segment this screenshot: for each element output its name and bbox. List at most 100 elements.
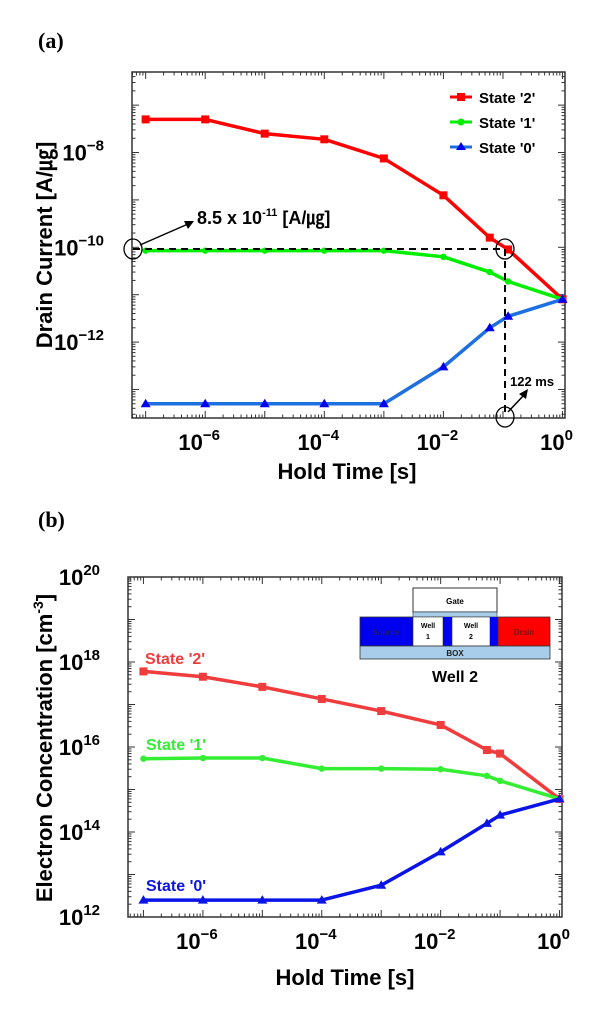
x-tick-base: 10	[178, 430, 202, 455]
legend-a: State '2' State '1' State '0'	[450, 90, 535, 157]
y-tick-label: 10−12	[54, 327, 104, 355]
data-point-circle	[140, 755, 147, 762]
data-point-triangle	[140, 398, 151, 408]
time-arrowhead-icon	[519, 389, 528, 399]
gate-block	[412, 587, 498, 613]
data-point-square	[485, 233, 494, 242]
y-tick-base: 10	[54, 235, 78, 260]
panel-label-a: (a)	[38, 28, 64, 53]
well-2-label: Well	[464, 623, 478, 630]
y-tick-base: 10	[59, 905, 83, 930]
square-marker-icon	[457, 93, 465, 101]
data-point-triangle	[316, 895, 327, 904]
data-point-circle	[440, 253, 447, 261]
x-tick-base: 10	[414, 929, 438, 954]
y-tick-exp: 16	[83, 732, 100, 749]
current-arrow	[139, 223, 189, 246]
data-point-square	[436, 720, 445, 729]
y-tick-label: 1016	[59, 732, 100, 760]
well-1-label: Well	[421, 623, 435, 630]
data-point-circle	[318, 765, 325, 772]
y-tick-label: 1012	[59, 902, 100, 930]
time-annotation: 122 ms	[510, 374, 554, 389]
y-axis-title-a: Drain Current [A/㎍]	[32, 142, 59, 349]
data-point-square	[320, 135, 329, 144]
series-state1	[140, 754, 563, 803]
body-separator	[490, 617, 498, 646]
source-block	[359, 616, 414, 647]
x-tick-exp: 0	[565, 427, 573, 444]
current-annotation-main: 8.5 x 10	[197, 208, 262, 228]
data-point-square	[377, 707, 386, 716]
current-annotation-unit: [A/㎍]	[277, 208, 330, 230]
data-point-triangle	[319, 398, 330, 408]
intersection-circle-marker	[495, 238, 515, 260]
time-arrow	[507, 394, 525, 413]
data-point-square	[317, 694, 326, 703]
time-circle-marker	[495, 406, 515, 428]
triangle-marker-icon	[456, 142, 466, 150]
y-tick-base: 10	[59, 820, 83, 845]
y-tick-base: 10	[54, 330, 78, 355]
data-point-triangle	[435, 846, 446, 856]
x-axis-title-b: Hold Time [s]	[276, 965, 415, 990]
legend-item-state-2: State '2'	[450, 90, 535, 107]
y-tick-label: 1014	[59, 817, 101, 845]
well-1-number: 1	[426, 634, 430, 641]
x-tick-label: 10−4	[295, 926, 337, 954]
box-layer	[359, 645, 551, 660]
series-state0	[138, 793, 565, 904]
series-label-state-0: State '0'	[146, 878, 206, 895]
body-separator	[443, 617, 452, 646]
data-point-triangle	[376, 880, 387, 889]
x-axis-title-a: Hold Time [s]	[278, 459, 417, 484]
y-tick-label: 1018	[59, 647, 100, 675]
x-tick-base: 10	[176, 929, 200, 954]
y-axis-title-b-end: ]	[32, 594, 57, 601]
data-point-circle	[259, 754, 266, 762]
panel-label-b: (b)	[38, 507, 65, 532]
data-point-triangle	[200, 398, 211, 408]
x-tick-label: 10−6	[176, 926, 218, 954]
x-tick-exp: 0	[562, 926, 570, 943]
drain-block	[497, 616, 551, 647]
plot-frame	[131, 71, 566, 419]
y-tick-exp: 14	[83, 817, 100, 834]
y-tick-base: 10	[59, 650, 83, 675]
gate-oxide	[412, 611, 498, 618]
data-point-triangle	[495, 810, 506, 819]
x-tick-base: 10	[540, 430, 564, 455]
y-tick-exp: 20	[83, 562, 100, 579]
y-tick-exp: 12	[83, 902, 100, 919]
y-tick-base: 10	[62, 141, 86, 166]
data-point-circle	[486, 268, 493, 276]
x-tick-base: 10	[295, 929, 319, 954]
series-label-state-1: State '1'	[146, 737, 206, 754]
data-point-triangle	[378, 398, 389, 408]
device-inset: Gate Source Well 1 Well 2 Drain BOX Well…	[359, 587, 551, 686]
series-state1	[142, 247, 566, 303]
data-point-square	[258, 682, 267, 691]
y-axis-title-b-main: Electron Concentration [cm	[32, 614, 57, 902]
data-point-triangle	[503, 311, 514, 320]
data-point-triangle	[557, 294, 568, 303]
x-tick-exp: −6	[203, 427, 220, 444]
y-axis-title-b-exp: -3	[30, 601, 46, 614]
box-label: BOX	[446, 649, 464, 658]
y-tick-label: 10−10	[54, 232, 104, 260]
well-1-block	[412, 616, 444, 647]
legend-label: State '0'	[479, 140, 535, 157]
y-tick-label: 1020	[59, 562, 100, 590]
current-circle-marker	[123, 238, 143, 260]
x-tick-label: 10−4	[298, 427, 340, 455]
x-tick-label: 100	[540, 427, 573, 455]
data-point-square	[201, 115, 210, 124]
well-2-number: 2	[469, 634, 473, 641]
drain-label: Drain	[514, 628, 535, 637]
current-arrowhead-icon	[184, 221, 194, 229]
data-point-triangle	[257, 895, 268, 904]
x-tick-label: 100	[537, 926, 570, 954]
circle-marker-icon	[457, 118, 465, 126]
